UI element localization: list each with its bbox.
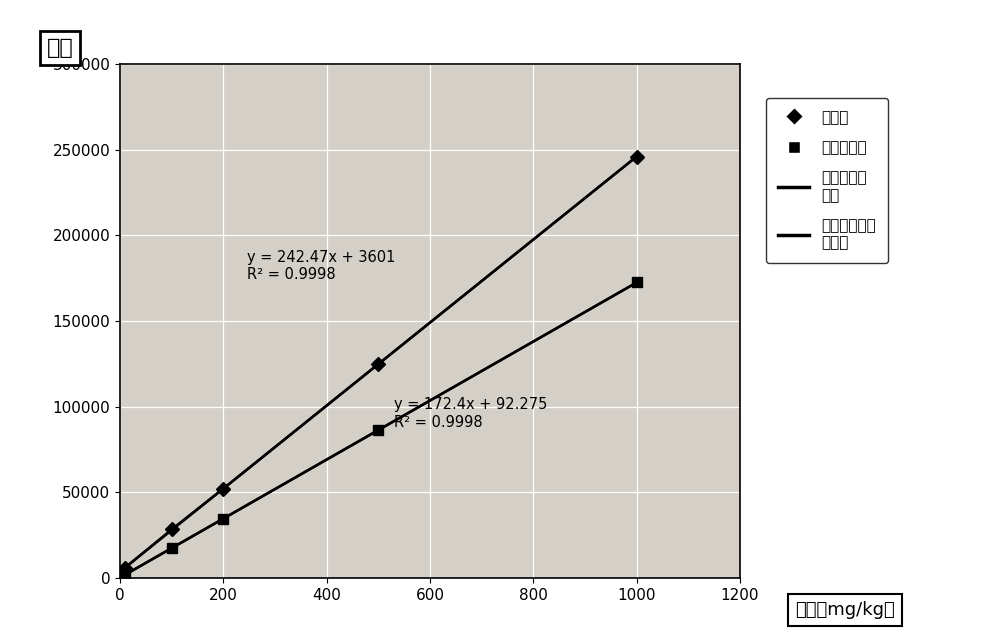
草甘膚 (119, 564, 131, 571)
草甘膚 (114, 574, 126, 582)
Legend: 草甘膚, 氨甲基膚酸, 线性（草甘
膚）, 线性（氨甲基
膚酸）: 草甘膚, 氨甲基膚酸, 线性（草甘 膚）, 线性（氨甲基 膚酸） (766, 98, 888, 263)
氨甲基膚酸 (372, 426, 384, 434)
Text: 浓度（mg/kg）: 浓度（mg/kg） (795, 601, 895, 619)
Text: y = 242.47x + 3601
R² = 0.9998: y = 242.47x + 3601 R² = 0.9998 (247, 250, 395, 282)
氨甲基膚酸 (119, 571, 131, 578)
氨甲基膚酸 (631, 279, 643, 286)
氨甲基膚酸 (217, 515, 229, 523)
氨甲基膚酸 (114, 574, 126, 582)
草甘膚 (372, 360, 384, 368)
Text: y = 172.4x + 92.275
R² = 0.9998: y = 172.4x + 92.275 R² = 0.9998 (394, 397, 547, 429)
Line: 氨甲基膚酸: 氨甲基膚酸 (115, 277, 642, 583)
氨甲基膚酸 (166, 544, 178, 552)
Text: 响应: 响应 (47, 38, 73, 58)
草甘膚 (217, 485, 229, 492)
草甘膚 (166, 526, 178, 534)
草甘膚 (631, 153, 643, 160)
Line: 草甘膚: 草甘膚 (115, 152, 642, 583)
